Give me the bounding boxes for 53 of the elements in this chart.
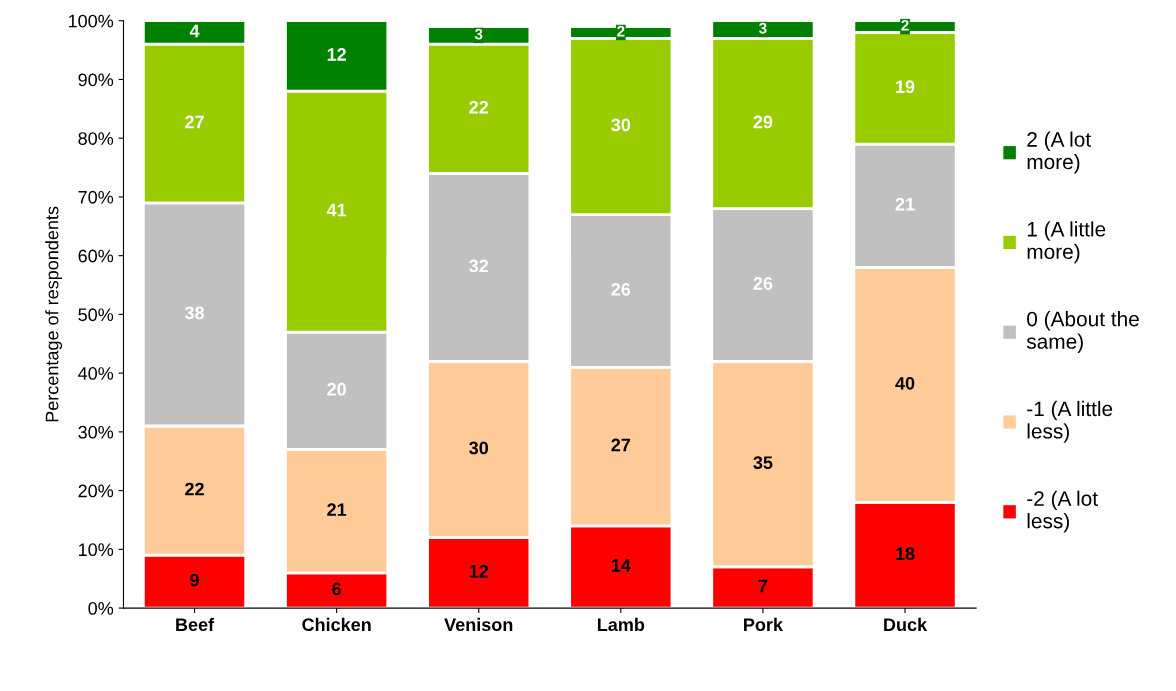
y-tick-label: 10% [79,543,114,557]
data-label: 22 [185,482,204,496]
data-label: 2 [901,19,909,31]
data-label: 6 [332,582,341,596]
y-tick-label: 30% [78,425,114,439]
y-tick-label: 0% [88,602,114,615]
legend-label: -1 (A little less) [1027,400,1113,443]
data-label: 26 [753,277,773,290]
data-label: 3 [759,22,767,34]
x-tick-label: Chicken [302,617,371,632]
data-label: 30 [611,118,631,132]
x-tick-label: Beef [176,617,215,632]
legend-label: 0 (About the same) [1026,311,1139,353]
data-label: 14 [611,559,631,572]
data-label: 18 [896,547,915,561]
data-label: 12 [469,564,489,578]
y-axis-title: Percentage of respondents [45,206,63,422]
data-label: 29 [753,115,773,129]
y-tick-label: 60% [78,249,114,263]
data-label: 32 [469,259,489,273]
legend-label: -2 (A lot less) [1027,490,1098,533]
data-label: 3 [474,28,483,40]
y-tick-label: 50% [78,308,114,322]
data-label: 2 [617,25,625,37]
data-label: 20 [327,382,346,396]
data-label: 27 [611,438,631,452]
y-tick-label: 80% [78,132,114,145]
y-tick-label: 90% [78,73,114,87]
legend-label: 2 (A lot more) [1027,131,1091,174]
data-label: 30 [469,441,489,455]
y-tick-label: 40% [78,367,114,380]
x-tick-label: Lamb [597,617,645,632]
data-label: 22 [469,100,489,114]
data-label: 40 [895,376,915,390]
data-label: 26 [611,282,631,296]
legend-label: 1 (A little more) [1027,221,1106,264]
y-tick-label: 20% [78,484,114,498]
data-label: 41 [326,203,347,217]
data-label: 4 [189,24,200,38]
data-label: 35 [753,456,773,470]
y-tick-label: 70% [78,190,114,204]
data-label: 19 [896,80,915,94]
x-tick-label: Pork [744,617,784,632]
data-label: 7 [758,579,768,593]
data-label: 38 [184,306,205,320]
x-tick-label: Duck [884,617,928,632]
data-label: 21 [327,503,347,516]
y-tick-label: 100% [68,14,114,28]
data-label: 12 [327,48,346,61]
data-label: 9 [190,573,199,587]
data-label: 21 [895,197,915,211]
x-tick-label: Venison [444,617,513,632]
data-label: 27 [185,115,204,129]
